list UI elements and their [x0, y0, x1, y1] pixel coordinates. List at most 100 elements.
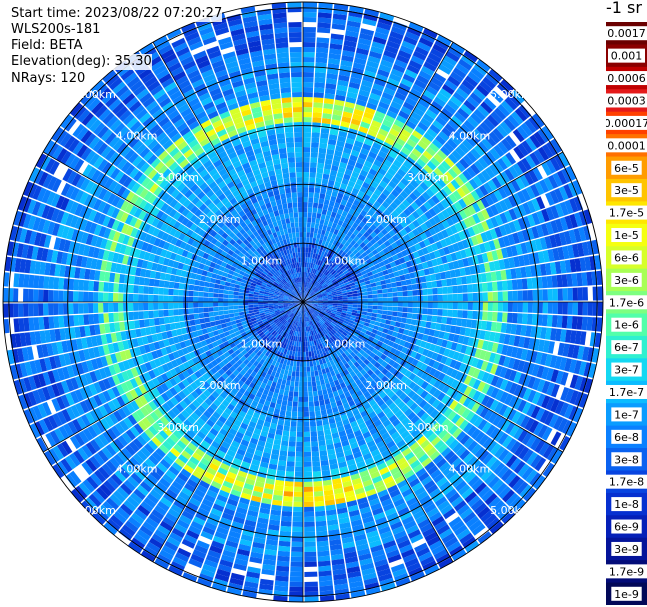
beta-gate	[432, 302, 438, 309]
beta-gate	[313, 395, 319, 402]
beta-gate	[317, 203, 324, 209]
beta-gate	[348, 81, 361, 90]
beta-gate	[321, 293, 327, 296]
beta-gate	[307, 297, 313, 300]
beta-gate	[567, 344, 575, 358]
beta-gate	[462, 310, 468, 319]
beta-gate	[337, 303, 343, 306]
beta-gate	[508, 165, 519, 179]
beta-gate	[437, 287, 443, 295]
beta-gate	[304, 546, 317, 552]
beta-gate	[515, 267, 522, 279]
beta-gate	[445, 50, 460, 63]
beta-gate	[366, 102, 378, 111]
beta-gate	[356, 47, 369, 56]
beta-gate	[305, 277, 307, 283]
beta-gate	[288, 596, 303, 602]
beta-gate	[303, 142, 311, 148]
beta-gate	[343, 261, 350, 268]
beta-gate	[476, 199, 486, 211]
beta-gate	[290, 426, 297, 432]
beta-gate	[496, 248, 504, 260]
beta-gate	[345, 201, 353, 209]
beta-gate	[372, 298, 378, 302]
beta-gate	[330, 287, 336, 292]
beta-gate	[303, 396, 309, 402]
beta-gate	[461, 276, 467, 285]
beta-gate	[457, 302, 463, 310]
beta-gate	[503, 223, 512, 235]
beta-gate	[303, 52, 315, 58]
beta-gate	[318, 266, 323, 272]
beta-gate	[331, 114, 342, 121]
beta-gate	[304, 526, 315, 532]
beta-gate	[417, 121, 429, 132]
beta-gate	[372, 212, 380, 220]
beta-gate	[312, 295, 317, 299]
beta-gate	[502, 235, 511, 247]
beta-gate	[370, 231, 377, 239]
beta-gate	[311, 381, 317, 387]
beta-gate	[310, 247, 315, 253]
beta-gate	[313, 269, 318, 275]
beta-gate	[507, 291, 513, 301]
beta-gate	[394, 59, 408, 69]
beta-gate	[317, 22, 331, 29]
beta-gate	[327, 221, 333, 228]
beta-gate	[397, 181, 407, 190]
beta-gate	[315, 52, 328, 59]
beta-gate	[313, 92, 324, 98]
beta-gate	[442, 302, 448, 309]
beta-gate	[304, 486, 313, 492]
beta-gate	[516, 313, 523, 324]
beta-gate	[290, 566, 303, 572]
beta-gate	[401, 146, 411, 156]
beta-gate	[439, 271, 447, 280]
beta-gate	[380, 254, 388, 261]
beta-gate	[392, 306, 398, 312]
beta-gate	[477, 283, 483, 292]
beta-gate	[563, 184, 574, 199]
beta-gate	[476, 59, 491, 72]
beta-gate	[477, 105, 490, 118]
beta-gate	[347, 15, 362, 23]
beta-gate	[526, 200, 536, 213]
beta-gate	[322, 113, 332, 120]
beta-gate	[308, 401, 314, 407]
beta-gate	[467, 293, 473, 302]
beta-gate	[541, 125, 554, 140]
beta-gate	[376, 196, 385, 205]
beta-gate	[317, 285, 323, 290]
beta-gate	[332, 13, 347, 21]
beta-gate	[295, 451, 303, 457]
beta-gate	[521, 229, 530, 242]
beta-gate	[442, 185, 453, 196]
beta-gate	[389, 261, 397, 268]
beta-gate	[492, 311, 498, 322]
beta-gate	[304, 287, 306, 293]
beta-gate	[400, 220, 408, 228]
beta-gate	[303, 27, 316, 33]
beta-gate	[357, 213, 365, 221]
beta-gate	[303, 32, 316, 38]
beta-gate	[489, 228, 498, 240]
beta-gate	[296, 426, 303, 432]
beta-gate	[566, 315, 573, 329]
beta-gate	[336, 140, 345, 148]
beta-gate	[447, 309, 453, 317]
beta-gate	[450, 214, 459, 224]
beta-gate	[376, 267, 383, 273]
beta-gate	[350, 239, 357, 246]
beta-gate	[351, 287, 357, 292]
beta-gate	[412, 307, 418, 314]
beta-gate	[318, 278, 323, 284]
beta-gate	[426, 281, 433, 289]
beta-gate	[382, 302, 388, 306]
beta-gate	[392, 63, 406, 74]
beta-gate	[365, 315, 372, 320]
beta-gate	[448, 193, 458, 204]
beta-gate	[360, 209, 368, 217]
beta-gate	[323, 98, 334, 105]
beta-gate	[313, 287, 318, 292]
beta-gate	[314, 187, 321, 194]
